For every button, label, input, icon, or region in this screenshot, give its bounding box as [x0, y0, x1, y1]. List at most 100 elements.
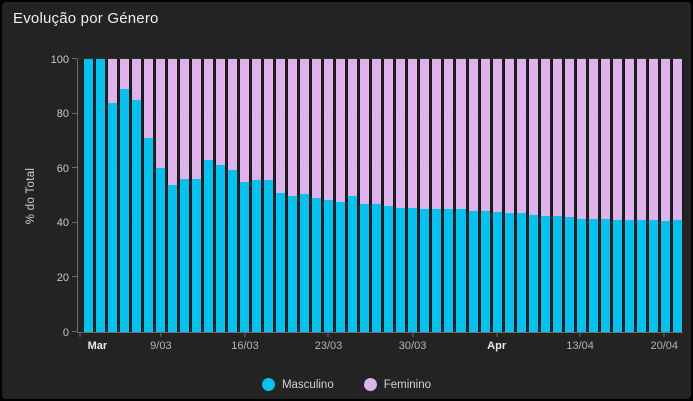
- bar-17/04[interactable]: [623, 59, 635, 332]
- bar-9/04[interactable]: [527, 59, 539, 332]
- bar-segment-masculino: [132, 99, 142, 332]
- bar-10/04[interactable]: [539, 59, 551, 332]
- bar-15/04[interactable]: [599, 59, 611, 332]
- bar-segment-masculino: [444, 209, 454, 332]
- y-tick-60: [72, 167, 77, 169]
- bar-13/04[interactable]: [575, 59, 587, 332]
- bar-23/03[interactable]: [323, 59, 335, 332]
- bar-segment-masculino: [324, 199, 334, 332]
- bar-26/03[interactable]: [359, 59, 371, 332]
- bar-9/03[interactable]: [155, 59, 167, 332]
- bar-28/03[interactable]: [383, 59, 395, 332]
- bar-segment-feminino: [192, 59, 202, 180]
- bar-15/03[interactable]: [227, 59, 239, 332]
- bar-segment-masculino: [636, 220, 646, 332]
- bar-segment-masculino: [480, 210, 490, 332]
- x-tick-label-23/03: 23/03: [314, 340, 343, 352]
- bar-segment-masculino: [648, 220, 658, 332]
- bar-segment-masculino: [84, 59, 94, 332]
- bar-10/03[interactable]: [167, 59, 179, 332]
- bar-17/03[interactable]: [251, 59, 263, 332]
- bar-segment-masculino: [300, 194, 310, 332]
- bar-11/03[interactable]: [179, 59, 191, 332]
- bar-18/03[interactable]: [263, 59, 275, 332]
- bar-7/03[interactable]: [131, 59, 143, 332]
- bar-6/04[interactable]: [491, 59, 503, 332]
- bar-segment-masculino: [660, 221, 670, 332]
- bar-12/03[interactable]: [191, 59, 203, 332]
- bar-13/03[interactable]: [203, 59, 215, 332]
- bar-6/03[interactable]: [119, 59, 131, 332]
- bar-30/03[interactable]: [407, 59, 419, 332]
- y-tick-100: [72, 58, 77, 59]
- bar-12/04[interactable]: [563, 59, 575, 332]
- bar-24/03[interactable]: [335, 59, 347, 332]
- y-tick-80: [72, 112, 77, 114]
- bar-segment-masculino: [516, 213, 526, 332]
- bar-14/04[interactable]: [587, 59, 599, 332]
- x-tick-13/04: [579, 332, 581, 337]
- x-tick-Apr: [496, 332, 498, 337]
- x-tick-23/03: [327, 332, 329, 337]
- bar-25/03[interactable]: [347, 59, 359, 332]
- bar-22/03[interactable]: [311, 59, 323, 332]
- x-tick-16/03: [244, 332, 246, 337]
- bar-3/04[interactable]: [455, 59, 467, 332]
- bar-18/04[interactable]: [635, 59, 647, 332]
- bar-29/03[interactable]: [395, 59, 407, 332]
- bar-8/04[interactable]: [515, 59, 527, 332]
- bar-segment-feminino: [108, 59, 118, 103]
- bar-4/04[interactable]: [467, 59, 479, 332]
- bar-21/03[interactable]: [299, 59, 311, 332]
- bar-19/04[interactable]: [647, 59, 659, 332]
- bar-segment-feminino: [624, 59, 634, 221]
- bar-segment-feminino: [204, 59, 214, 160]
- bar-segment-masculino: [540, 215, 550, 332]
- bar-segment-masculino: [192, 179, 202, 332]
- bar-16/04[interactable]: [611, 59, 623, 332]
- bar-segment-feminino: [504, 59, 514, 214]
- bar-segment-masculino: [552, 215, 562, 332]
- legend-item-masculino[interactable]: Masculino: [261, 378, 334, 391]
- bar-21/04[interactable]: [671, 59, 683, 332]
- bar-11/04[interactable]: [551, 59, 563, 332]
- bar-5/03[interactable]: [107, 59, 119, 332]
- bar-segment-feminino: [456, 59, 466, 210]
- bar-2/04[interactable]: [443, 59, 455, 332]
- bar-3/03[interactable]: [83, 59, 95, 332]
- bar-segment-feminino: [180, 59, 190, 180]
- bar-segment-masculino: [108, 102, 118, 332]
- bar-segment-masculino: [420, 209, 430, 332]
- bar-27/03[interactable]: [371, 59, 383, 332]
- bar-segment-feminino: [168, 59, 178, 185]
- bar-segment-masculino: [240, 181, 250, 332]
- bar-segment-feminino: [264, 59, 274, 181]
- bar-20/03[interactable]: [287, 59, 299, 332]
- bar-segment-feminino: [132, 59, 142, 100]
- bar-20/04[interactable]: [659, 59, 671, 332]
- legend-label-feminino: Feminino: [383, 378, 432, 391]
- bar-31/03[interactable]: [419, 59, 431, 332]
- bar-1/04[interactable]: [431, 59, 443, 332]
- bar-16/03[interactable]: [239, 59, 251, 332]
- bar-segment-feminino: [384, 59, 394, 207]
- x-tick-Mar: [79, 332, 81, 337]
- bar-14/03[interactable]: [215, 59, 227, 332]
- bar-19/03[interactable]: [275, 59, 287, 332]
- legend-item-feminino[interactable]: Feminino: [363, 378, 432, 391]
- x-tick-label-13/04: 13/04: [566, 340, 594, 352]
- bar-segment-feminino: [396, 59, 406, 208]
- bar-7/04[interactable]: [503, 59, 515, 332]
- bar-segment-masculino: [600, 218, 610, 332]
- bar-segment-feminino: [156, 59, 166, 169]
- bar-8/03[interactable]: [143, 59, 155, 332]
- bar-segment-masculino: [588, 218, 598, 332]
- bar-4/03[interactable]: [95, 59, 107, 332]
- bar-segment-feminino: [528, 59, 538, 215]
- legend-label-masculino: Masculino: [281, 378, 334, 391]
- bar-5/04[interactable]: [479, 59, 491, 332]
- bar-segment-feminino: [636, 59, 646, 221]
- bar-segment-masculino: [144, 138, 154, 332]
- bar-segment-feminino: [288, 59, 298, 196]
- bar-segment-masculino: [252, 180, 262, 332]
